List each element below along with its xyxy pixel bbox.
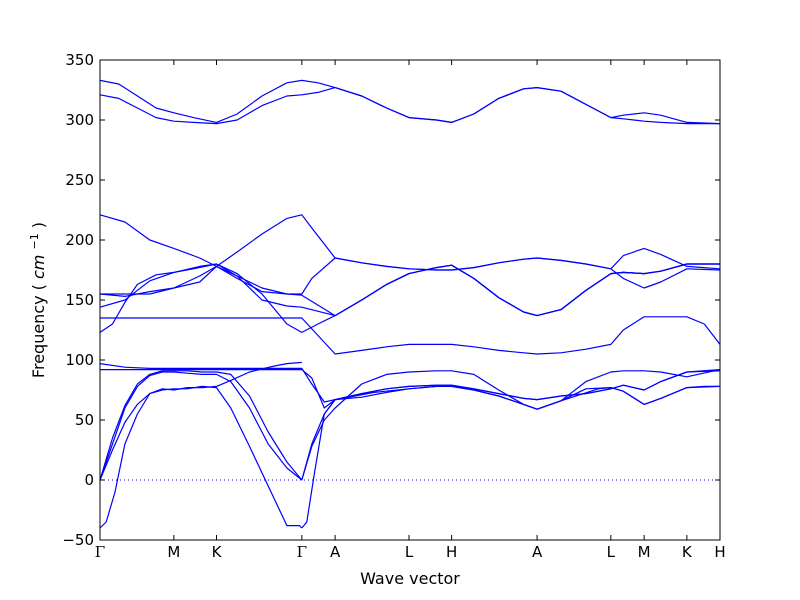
y-axis-label: Frequency ( cm −1 ) bbox=[23, 222, 48, 378]
band-line-6 bbox=[301, 369, 721, 481]
x-tick-label: A bbox=[532, 543, 543, 561]
y-axis-label-unit: cm bbox=[29, 255, 48, 279]
y-tick-label: 50 bbox=[75, 411, 94, 429]
band-line-5 bbox=[99, 370, 303, 481]
y-tick-label: 300 bbox=[65, 111, 94, 129]
x-tick-label: H bbox=[714, 543, 725, 561]
band-line-14 bbox=[99, 214, 721, 271]
y-axis-label-text: Frequency bbox=[29, 295, 48, 378]
x-tick-label: K bbox=[682, 543, 693, 561]
band-line-4 bbox=[99, 371, 303, 481]
y-tick-label: 100 bbox=[65, 351, 94, 369]
x-tick-label: H bbox=[446, 543, 457, 561]
band-line-11 bbox=[99, 263, 720, 317]
band-line-17 bbox=[99, 87, 720, 125]
band-line-7 bbox=[301, 369, 721, 481]
x-tick-label: A bbox=[330, 543, 341, 561]
x-tick-label: L bbox=[405, 543, 414, 561]
band-line-2 bbox=[301, 385, 720, 529]
plot-frame bbox=[99, 59, 721, 541]
band-line-3 bbox=[99, 361, 302, 481]
x-tick-label: M bbox=[638, 543, 651, 561]
y-tick-label: 150 bbox=[65, 291, 94, 309]
y-tick-label: 200 bbox=[65, 231, 94, 249]
y-axis-label-close: ) bbox=[29, 222, 48, 228]
x-axis-label: Wave vector bbox=[360, 569, 460, 588]
y-tick-label: 350 bbox=[65, 51, 94, 69]
x-tick-label: K bbox=[212, 543, 223, 561]
x-tick-label: M bbox=[167, 543, 180, 561]
x-tick-label: L bbox=[607, 543, 616, 561]
y-axis-label-unit-power: −1 bbox=[28, 233, 41, 249]
y-tick-label: −50 bbox=[62, 531, 94, 549]
x-tick-label: Γ bbox=[95, 543, 105, 561]
y-axis: −50 0 50 100 150 200 250 300 350 bbox=[62, 51, 720, 549]
band-line-15 bbox=[100, 257, 721, 295]
x-tick-label: Γ bbox=[297, 543, 307, 561]
y-axis-label-open: ( bbox=[29, 284, 48, 290]
band-line-13 bbox=[99, 263, 720, 317]
band-line-1 bbox=[99, 385, 303, 529]
y-tick-label: 250 bbox=[65, 171, 94, 189]
band-line-10 bbox=[100, 316, 721, 355]
band-line-9 bbox=[99, 363, 721, 410]
y-tick-label: 0 bbox=[84, 471, 94, 489]
band-line-12 bbox=[99, 263, 720, 333]
series-layer bbox=[99, 79, 721, 529]
